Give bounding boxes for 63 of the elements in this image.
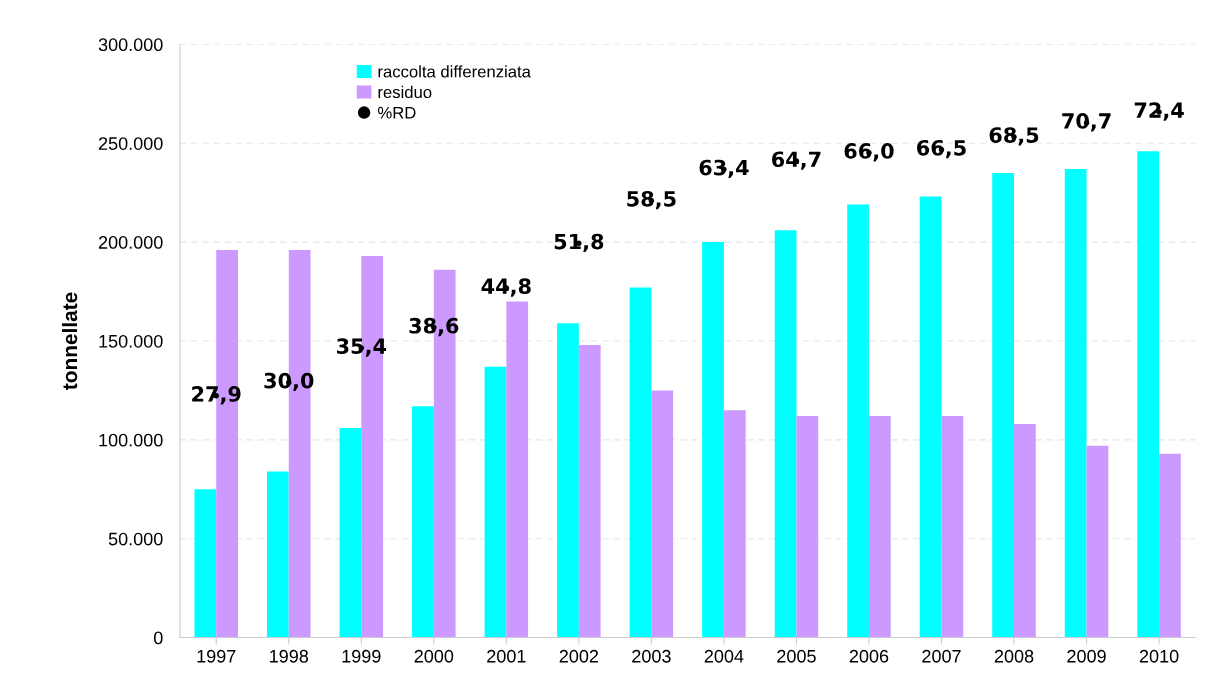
legend-label: raccolta differenziata bbox=[378, 65, 531, 78]
x-tick-label: 2001 bbox=[487, 649, 526, 663]
bar bbox=[506, 301, 529, 638]
x-tick-label: 1999 bbox=[342, 649, 381, 663]
y-tick-label: 0 bbox=[153, 631, 163, 645]
data-label: 27,9 bbox=[192, 386, 241, 405]
x-tick-label: 2004 bbox=[704, 649, 744, 663]
bar bbox=[651, 390, 674, 638]
bar bbox=[629, 287, 652, 638]
data-label: 51,8 bbox=[554, 233, 604, 253]
x-tick-label: 2006 bbox=[849, 649, 889, 663]
data-label: 38,6 bbox=[409, 317, 459, 337]
legend-label: %RD bbox=[378, 106, 416, 119]
bar bbox=[557, 323, 579, 638]
bar bbox=[1137, 151, 1160, 638]
bar bbox=[1064, 168, 1087, 638]
y-tick-label: 200.000 bbox=[98, 236, 163, 249]
x-tick-label: 2003 bbox=[632, 649, 671, 663]
bar bbox=[774, 230, 797, 638]
y-tick-label: 250.000 bbox=[98, 137, 163, 150]
x-tick-label: 2007 bbox=[922, 649, 961, 663]
bar bbox=[578, 344, 601, 638]
bar bbox=[992, 172, 1015, 638]
bar bbox=[868, 416, 891, 638]
legend-label: residuo bbox=[378, 85, 432, 99]
bar bbox=[339, 427, 362, 638]
x-tick-label: 2005 bbox=[777, 649, 816, 663]
x-tick-label: 1997 bbox=[197, 649, 236, 663]
bar bbox=[796, 416, 819, 638]
bar bbox=[1159, 453, 1181, 638]
bar bbox=[412, 406, 434, 638]
y-tick-label: 300.000 bbox=[98, 38, 163, 52]
bar bbox=[941, 416, 964, 638]
x-tick-label: 1998 bbox=[270, 649, 309, 663]
data-label: 68,5 bbox=[989, 127, 1039, 146]
y-tick-label: 150.000 bbox=[99, 334, 163, 348]
x-tick-label: 2010 bbox=[1139, 649, 1179, 663]
data-label: 66,0 bbox=[844, 143, 894, 162]
data-label: 44,8 bbox=[481, 278, 531, 297]
bar bbox=[267, 471, 289, 638]
bar bbox=[723, 410, 746, 638]
data-label: 66,5 bbox=[917, 139, 966, 159]
data-label: 58,5 bbox=[627, 190, 676, 210]
data-label: 63,4 bbox=[699, 159, 749, 179]
data-label: 72,4 bbox=[1134, 102, 1184, 121]
data-label: 64,7 bbox=[772, 151, 821, 170]
bar bbox=[194, 489, 217, 638]
bar bbox=[919, 196, 942, 638]
bar bbox=[702, 242, 724, 638]
bar bbox=[1086, 445, 1109, 638]
y-tick-label: 50.000 bbox=[108, 532, 163, 546]
x-tick-label: 2009 bbox=[1067, 649, 1106, 663]
data-label: 70,7 bbox=[1062, 113, 1111, 132]
bar bbox=[847, 204, 869, 638]
data-label: 30,0 bbox=[264, 372, 314, 392]
x-tick-label: 2008 bbox=[994, 649, 1034, 663]
x-tick-label: 2000 bbox=[414, 649, 454, 663]
data-label: 35,4 bbox=[336, 338, 387, 357]
y-tick-label: 100.000 bbox=[99, 433, 163, 447]
y-axis-title: tonnellate bbox=[61, 292, 78, 390]
bar bbox=[1014, 424, 1036, 638]
x-tick-label: 2002 bbox=[559, 649, 599, 663]
bar bbox=[484, 366, 507, 638]
